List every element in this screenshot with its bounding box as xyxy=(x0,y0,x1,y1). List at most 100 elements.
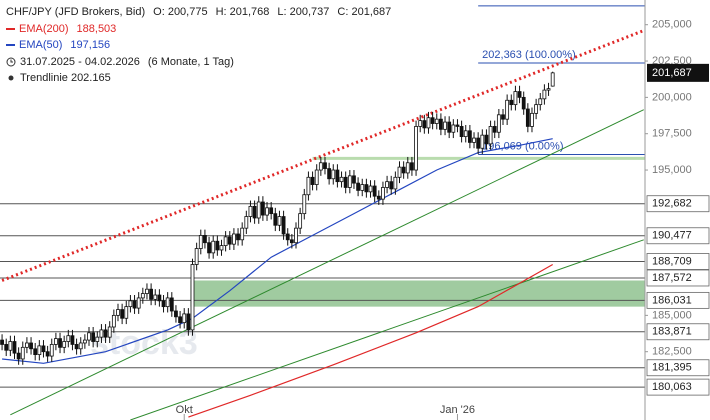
candle-body xyxy=(302,194,307,215)
candle-body xyxy=(248,205,253,217)
level-label: 192,682 xyxy=(652,198,692,210)
candle-body xyxy=(393,176,398,190)
candle-body xyxy=(281,216,286,235)
x-tick-label: Okt xyxy=(176,404,193,416)
candle-body xyxy=(120,309,125,319)
legend-name: EMA(200) xyxy=(19,22,69,35)
candle-body xyxy=(236,233,240,241)
candle-body xyxy=(335,169,340,183)
candle-body xyxy=(285,233,290,241)
candle-body xyxy=(356,182,361,191)
candle-body xyxy=(124,306,129,319)
candle-body xyxy=(82,339,87,344)
candle-body xyxy=(41,345,46,353)
candle-body xyxy=(244,216,249,229)
candle-body xyxy=(289,239,294,244)
candle-body xyxy=(107,326,112,338)
candle-body xyxy=(49,344,54,357)
candle-body xyxy=(161,300,166,308)
candle-body xyxy=(215,240,220,251)
candle-body xyxy=(376,195,381,200)
legend-swatch xyxy=(6,27,15,30)
ohlc: L: 200,737 xyxy=(277,6,330,18)
candle-body xyxy=(546,88,551,91)
clock-icon xyxy=(6,57,16,67)
candle-body xyxy=(269,207,274,215)
candle-body xyxy=(198,235,203,249)
candle-body xyxy=(116,309,120,316)
candle-body xyxy=(389,181,394,190)
candle-body xyxy=(360,184,365,191)
candle-body xyxy=(95,336,100,342)
candle-body xyxy=(525,108,530,127)
candle-body xyxy=(0,339,4,345)
candle-body xyxy=(145,288,149,294)
y-tick-label: 182,500 xyxy=(652,346,692,358)
y-tick-label: 185,000 xyxy=(652,309,692,321)
candle-body xyxy=(223,236,228,247)
y-tick-label: 197,500 xyxy=(652,128,692,140)
candle-body xyxy=(207,242,211,254)
candle-body xyxy=(401,166,406,174)
candle-body xyxy=(4,344,9,351)
candle-body xyxy=(294,227,298,244)
level-label-box xyxy=(646,269,710,287)
candle-body xyxy=(410,162,414,171)
zone xyxy=(190,280,645,307)
candle-body xyxy=(194,248,199,265)
level-label-box xyxy=(646,253,710,270)
level-label-box xyxy=(646,378,710,396)
legend-value: 197,156 xyxy=(70,39,111,51)
candle-body xyxy=(331,169,336,180)
level-label: 183,871 xyxy=(652,326,692,338)
candle-body xyxy=(58,338,62,348)
symbol: CHF/JPY (JFD Brokers, Bid) xyxy=(6,6,146,18)
candle-body xyxy=(45,351,50,357)
candle-body xyxy=(174,310,178,318)
candle-body xyxy=(37,345,42,356)
candle-body xyxy=(136,297,141,309)
level-label: 186,031 xyxy=(652,294,692,306)
candle-body xyxy=(484,134,489,145)
candle-body xyxy=(190,264,195,331)
candle-body xyxy=(422,120,427,129)
y-tick-label: 200,000 xyxy=(652,91,692,103)
candle-body xyxy=(87,332,91,341)
candle-body xyxy=(20,346,25,360)
candle-body xyxy=(327,168,332,180)
candle-body xyxy=(443,121,447,130)
level-label-box xyxy=(646,359,710,377)
candle-body xyxy=(368,185,373,193)
trend-label: Trendlinie 202.165 xyxy=(20,72,111,84)
ohlc: C: 201,687 xyxy=(337,6,392,18)
candle-body xyxy=(517,91,522,98)
candle-body xyxy=(538,98,543,106)
trendline xyxy=(10,109,644,416)
level-label: 187,572 xyxy=(652,272,692,284)
candle-body xyxy=(70,335,75,345)
candle-body xyxy=(364,184,369,193)
level-label-box xyxy=(646,227,710,245)
candle-body xyxy=(153,294,158,300)
candle-body xyxy=(165,297,170,308)
candle-body xyxy=(318,162,323,171)
candle-body xyxy=(33,348,38,356)
candle-body xyxy=(240,227,245,241)
candle-body xyxy=(381,187,385,200)
candle-body xyxy=(447,121,452,133)
candle-body xyxy=(480,134,485,149)
candle-body xyxy=(149,288,154,300)
candle-body xyxy=(211,240,216,254)
candle-body xyxy=(157,294,162,302)
candle-body xyxy=(339,176,344,183)
candle-body xyxy=(476,137,481,149)
candle-body xyxy=(439,118,443,130)
candle-body xyxy=(509,99,514,106)
fib-label: 202,363 (100.00%) xyxy=(482,49,576,61)
candle-body xyxy=(132,300,137,309)
header-row: CHF/JPY (JFD Brokers, Bid) O: 200,775 H: 2… xyxy=(6,4,399,21)
candle-body xyxy=(128,300,133,308)
candle-body xyxy=(12,341,17,354)
candle-body xyxy=(219,245,224,251)
candle-body xyxy=(505,99,510,120)
